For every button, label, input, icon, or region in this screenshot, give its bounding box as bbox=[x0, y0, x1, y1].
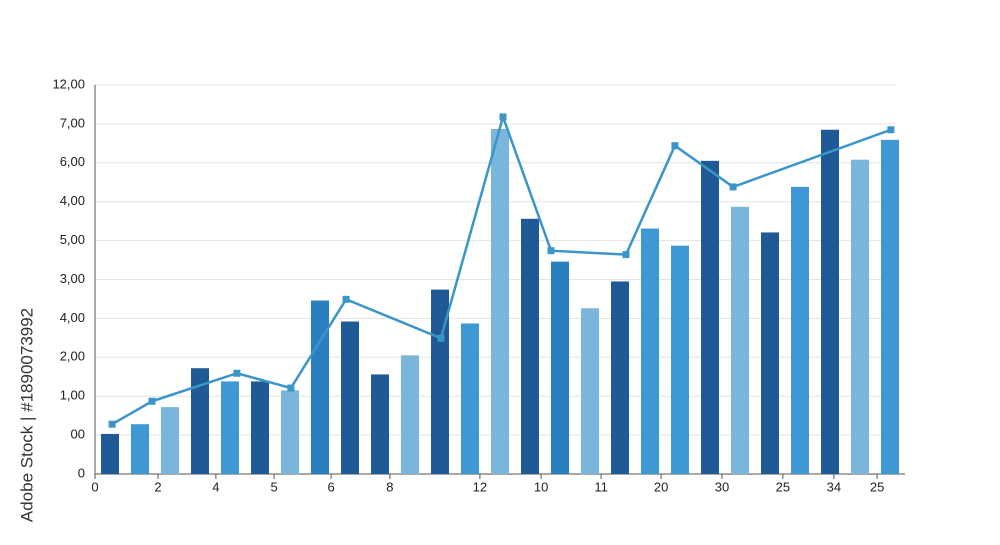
line-marker bbox=[887, 126, 895, 134]
x-tick-label: 2 bbox=[154, 479, 161, 494]
y-tick-label: 00 bbox=[71, 427, 85, 442]
watermark: Adobe Stock | #1890073992 bbox=[17, 308, 36, 522]
y-tick-label: 1,00 bbox=[60, 388, 85, 403]
line-series bbox=[111, 112, 892, 426]
bar bbox=[401, 355, 419, 474]
bar bbox=[221, 381, 239, 474]
line-marker bbox=[437, 334, 445, 342]
x-tick-label: 5 bbox=[270, 479, 277, 494]
x-tick-label: 11 bbox=[594, 479, 608, 494]
line-marker bbox=[287, 384, 295, 392]
line-marker bbox=[671, 142, 679, 150]
y-tick-label: 0 bbox=[78, 465, 85, 480]
x-tick-label: 0 bbox=[91, 479, 98, 494]
x-tick-label: 8 bbox=[386, 479, 393, 494]
bar bbox=[161, 407, 179, 474]
line-marker bbox=[499, 113, 507, 121]
y-tick-label: 7,00 bbox=[60, 115, 85, 130]
line-marker bbox=[233, 369, 241, 377]
x-tick-label: 20 bbox=[654, 479, 668, 494]
line-marker bbox=[148, 397, 156, 405]
bar bbox=[551, 261, 569, 474]
y-tick-label: 3,00 bbox=[60, 271, 85, 286]
x-tick-label: 30 bbox=[715, 479, 729, 494]
line-marker bbox=[108, 420, 116, 428]
bar bbox=[251, 381, 269, 474]
y-tick-label: 12,00 bbox=[52, 76, 85, 91]
y-tick-label: 4,00 bbox=[60, 193, 85, 208]
x-tick-label: 10 bbox=[534, 479, 548, 494]
bar bbox=[371, 374, 389, 474]
bar bbox=[731, 206, 749, 474]
x-tick-label: 4 bbox=[212, 479, 219, 494]
y-tick-label: 5,00 bbox=[60, 232, 85, 247]
bar bbox=[611, 281, 629, 474]
line-marker bbox=[547, 247, 555, 255]
bar bbox=[521, 218, 539, 474]
y-tick-label: 2,00 bbox=[60, 349, 85, 364]
bar bbox=[671, 245, 689, 474]
bar bbox=[761, 232, 779, 474]
bar bbox=[641, 228, 659, 474]
x-tick-label: 34 bbox=[827, 479, 841, 494]
bar bbox=[701, 160, 719, 475]
bar bbox=[281, 390, 299, 474]
bar bbox=[191, 368, 209, 474]
y-tick-label: 6,00 bbox=[60, 154, 85, 169]
x-tick-label: 12 bbox=[473, 479, 487, 494]
bar bbox=[311, 300, 329, 474]
bar bbox=[791, 186, 809, 474]
x-tick-label: 25 bbox=[870, 479, 884, 494]
line-marker bbox=[729, 183, 737, 191]
y-tick-label: 4,00 bbox=[60, 310, 85, 325]
bar bbox=[491, 128, 509, 474]
bar bbox=[851, 159, 869, 475]
bar bbox=[131, 424, 149, 474]
x-tick-label: 6 bbox=[327, 479, 334, 494]
bar bbox=[461, 323, 479, 474]
bar bbox=[821, 129, 839, 475]
bar bbox=[581, 308, 599, 474]
bar bbox=[101, 433, 119, 474]
x-tick-label: 25 bbox=[776, 479, 790, 494]
bar bbox=[341, 321, 359, 474]
line-marker bbox=[342, 295, 350, 303]
line-marker bbox=[622, 251, 630, 259]
bar bbox=[881, 139, 899, 474]
